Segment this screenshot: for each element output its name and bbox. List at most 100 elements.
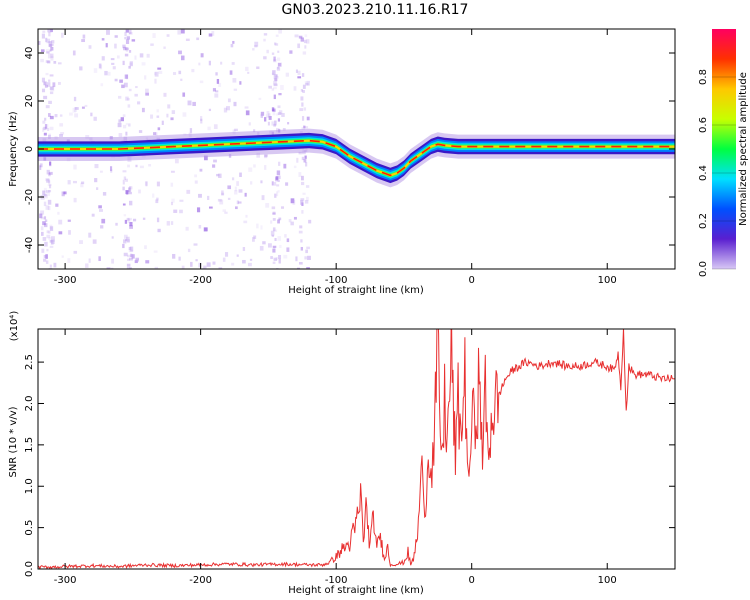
spectrogram-speck <box>73 164 77 170</box>
spectrogram-speck <box>161 120 164 125</box>
spectrogram-speck <box>73 250 78 254</box>
spectrogram-speck <box>278 258 281 264</box>
spectrogram-speck <box>271 107 275 112</box>
spectrogram-speck <box>302 90 305 93</box>
spectrogram-speck <box>122 186 125 191</box>
spectrogram-speck <box>260 180 263 184</box>
spectrogram-speck <box>224 211 228 214</box>
spectrogram-speck <box>111 62 115 65</box>
spectrogram-speck <box>252 48 255 51</box>
spectrogram-speck <box>90 112 93 117</box>
spectrogram-speck <box>267 113 271 118</box>
spectrogram-speck <box>277 179 280 183</box>
spectrogram-speck <box>43 187 47 193</box>
spectrogram-speck <box>59 123 64 127</box>
spectrogram-speck <box>272 261 276 264</box>
spectrogram-speck <box>129 225 133 229</box>
spectrogram-speck <box>171 198 175 203</box>
spectrogram-speck <box>41 248 45 253</box>
spectrogram-speck <box>124 219 128 224</box>
spectrogram-speck <box>217 198 222 202</box>
spectrogram-speck <box>277 67 281 71</box>
spectrogram-speck <box>44 117 47 121</box>
spectrogram-speck <box>277 62 282 67</box>
spectrogram-speck <box>304 126 309 129</box>
spectrogram-speck <box>128 32 133 35</box>
spectrogram-speck <box>42 190 46 196</box>
spectrogram-speck <box>221 190 224 196</box>
spectrogram-speck <box>44 219 48 222</box>
spectrogram-x-tick-label: 100 <box>598 275 617 286</box>
spectrogram-speck <box>49 115 54 120</box>
spectrogram-speck <box>79 240 83 244</box>
spectrogram-speck <box>50 29 53 33</box>
spectrogram-speck <box>100 225 104 229</box>
snr-x-ticks: -300 -200 -100 0 100 <box>54 329 617 586</box>
spectrogram-speck <box>260 114 264 118</box>
spectrogram-speck <box>196 37 200 41</box>
spectrogram-speck <box>274 42 277 45</box>
spectrogram-speck <box>153 132 157 136</box>
spectrogram-speck <box>43 126 47 131</box>
spectrogram-speck <box>230 43 234 48</box>
spectrogram-speck <box>132 218 137 222</box>
spectrogram-speck <box>98 205 102 209</box>
spectrogram-speck <box>94 164 99 169</box>
spectrogram-speck <box>222 209 227 212</box>
spectrogram-speck <box>81 181 85 185</box>
spectrogram-speck <box>157 67 162 70</box>
spectrogram-speck <box>212 261 216 265</box>
spectrogram-speck <box>46 248 49 252</box>
spectrogram-speck <box>272 218 276 221</box>
spectrogram-speck <box>258 97 262 100</box>
spectrogram-speck <box>122 179 125 185</box>
spectrogram-speck <box>48 133 51 137</box>
spectrogram-speck <box>124 47 129 51</box>
spectrogram-speck <box>125 178 128 182</box>
spectrogram-speck <box>50 29 53 33</box>
spectrogram-speck <box>200 116 203 121</box>
spectrogram-speck <box>124 31 127 36</box>
spectrogram-speck <box>67 180 71 185</box>
spectrogram-speck <box>198 224 202 229</box>
spectrogram-speck <box>254 41 259 47</box>
spectrogram-speck <box>272 212 276 215</box>
spectrogram-speck <box>126 98 130 101</box>
spectrogram-speck <box>285 72 289 77</box>
spectrogram-speck <box>145 181 148 187</box>
spectrogram-speck <box>144 75 147 80</box>
spectrogram-speck <box>170 170 175 173</box>
spectrogram-speck <box>131 39 136 42</box>
spectrogram-speck <box>134 260 138 264</box>
spectrogram-speck <box>203 265 207 269</box>
spectrogram-speck <box>48 100 52 104</box>
spectrogram-speck <box>123 252 128 257</box>
spectrogram-speck <box>299 225 303 229</box>
spectrogram-speck <box>81 106 85 109</box>
spectrogram-speck <box>123 176 127 180</box>
spectrogram-speck <box>277 66 280 69</box>
spectrogram-speck <box>171 110 176 115</box>
spectrogram-speck <box>55 203 59 207</box>
spectrogram-speck <box>43 254 46 258</box>
spectrogram-speck <box>278 110 283 114</box>
snr-y-tick-label: 0.5 <box>24 520 35 536</box>
spectrogram-speck <box>235 206 238 210</box>
spectrogram-speck <box>208 33 213 37</box>
spectrogram-speck <box>141 107 145 113</box>
spectrogram-speck <box>239 81 242 85</box>
spectrogram-speck <box>126 239 130 243</box>
spectrogram-speck <box>49 226 54 231</box>
spectrogram-speck <box>109 166 113 172</box>
spectrogram-y-ticks: -40 -20 0 20 40 <box>24 47 675 253</box>
spectrogram-speck <box>273 59 277 63</box>
spectrogram-speck <box>293 86 297 91</box>
spectrogram-speck <box>57 62 62 65</box>
spectrogram-speck <box>166 113 169 118</box>
spectrogram-speck <box>215 72 218 76</box>
spectrogram-speck <box>125 122 128 126</box>
spectrogram-speck <box>242 259 246 264</box>
spectrogram-speck <box>242 246 246 251</box>
spectrogram-speck <box>272 227 276 232</box>
